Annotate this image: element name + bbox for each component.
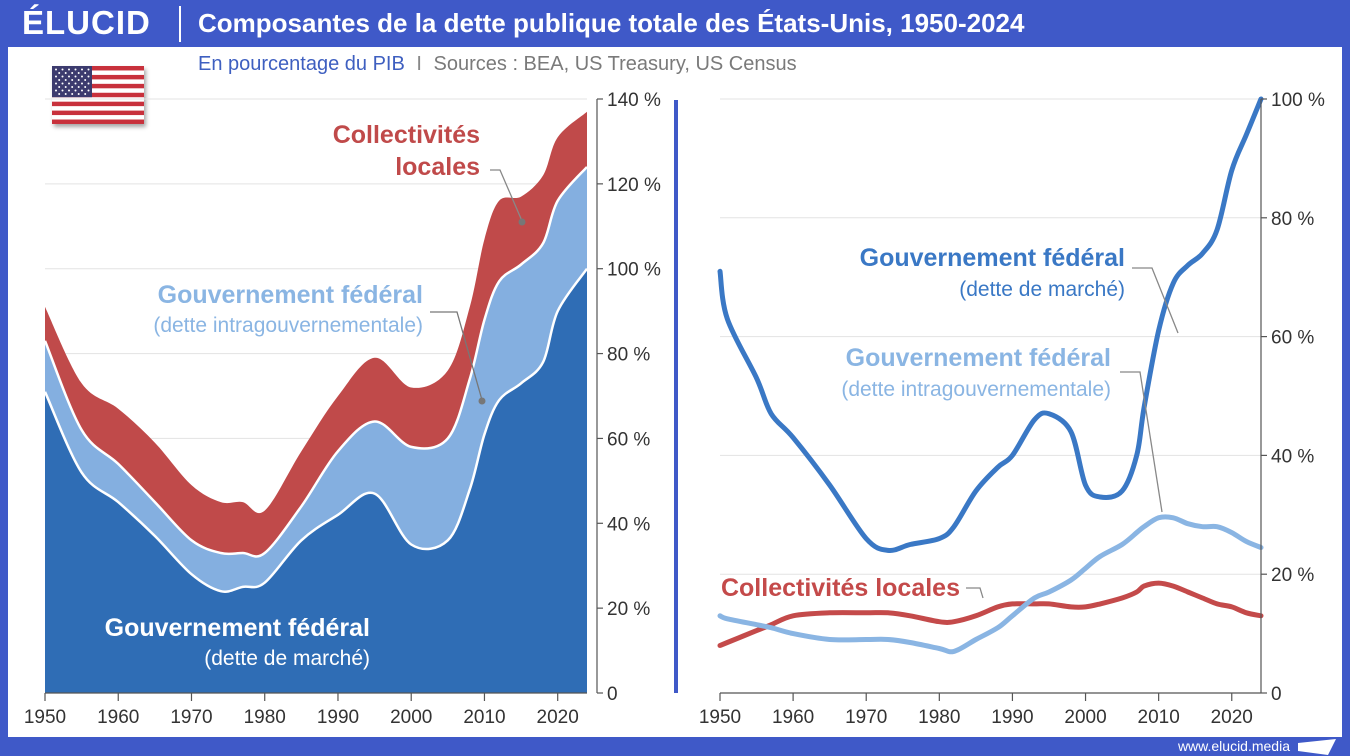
left-label-marche-title: Gouvernement fédéral [105, 614, 370, 642]
right-x-tick-label: 1980 [918, 707, 960, 728]
right-y-tick-label: 40 % [1271, 446, 1314, 467]
left-x-tick-label: 2020 [537, 707, 579, 728]
left-x-tick-label: 1970 [170, 707, 212, 728]
page-title: Composantes de la dette publique totale … [198, 8, 1025, 38]
right-leader-marche [1132, 267, 1179, 334]
left-x-tick-label: 2010 [463, 707, 505, 728]
left-y-tick-label: 60 % [607, 429, 650, 450]
left-leader-locales-dot [518, 218, 526, 226]
right-y-tick-label: 20 % [1271, 565, 1314, 586]
subtitle-separator: I [416, 53, 422, 75]
left-x-tick-label: 1980 [244, 707, 286, 728]
us-flag-icon [52, 66, 144, 124]
subtitle-unit: En pourcentage du PIB [198, 53, 405, 75]
left-y-tick-label: 120 % [607, 175, 661, 196]
left-leader-intra [430, 311, 483, 401]
right-label-intra-sub: (dette intragouvernementale) [841, 378, 1111, 401]
left-x-tick-label: 2000 [390, 707, 432, 728]
right-x-tick-label: 1950 [699, 707, 741, 728]
right-y-tick-label: 0 [1271, 684, 1282, 705]
subtitle: En pourcentage du PIB I Sources : BEA, U… [198, 53, 797, 76]
right-y-tick-label: 60 % [1271, 328, 1314, 349]
line-dette-marche [717, 96, 1264, 554]
right-label-locales-title: Collectivités locales [721, 574, 960, 602]
left-label-intra-title: Gouvernement fédéral [158, 281, 423, 309]
left-y-tick-label: 140 % [607, 90, 661, 111]
left-y-tick-label: 80 % [607, 345, 650, 366]
left-label-locales-title: Collectivités [333, 121, 480, 149]
area-dette-marche [45, 268, 587, 693]
left-x-tick-label: 1960 [97, 707, 139, 728]
left-leader-locales [490, 169, 523, 222]
left-leader-intra-dot [478, 397, 486, 405]
line-collectivites [717, 580, 1264, 648]
area-boundary-line [43, 166, 588, 558]
left-x-tick-label: 1990 [317, 707, 359, 728]
right-x-tick-label: 2000 [1064, 707, 1106, 728]
left-y-tick-label: 40 % [607, 514, 650, 535]
brand-logo: ÉLUCID [22, 4, 151, 41]
left-label-marche-sub: (dette de marché) [204, 647, 370, 670]
left-y-tick-label: 20 % [607, 599, 650, 620]
right-label-marche-sub: (dette de marché) [959, 278, 1125, 301]
left-y-tick-label: 100 % [607, 260, 661, 281]
left-x-tick-label: 1950 [24, 707, 66, 728]
right-x-tick-label: 1960 [772, 707, 814, 728]
header-bar: ÉLUCID Composantes de la dette publique … [0, 0, 1350, 47]
left-label-locales-sub: locales [395, 153, 480, 181]
subtitle-sources: Sources : BEA, US Treasury, US Census [433, 53, 797, 75]
right-label-marche-title: Gouvernement fédéral [860, 244, 1125, 272]
right-x-tick-label: 1970 [845, 707, 887, 728]
footer-url[interactable]: www.elucid.media [1177, 738, 1290, 754]
right-leader-locales [966, 587, 984, 599]
arrow-icon [1298, 739, 1336, 755]
right-y-tick-label: 100 % [1271, 90, 1325, 111]
right-x-tick-label: 1990 [991, 707, 1033, 728]
area-boundary-line [43, 267, 589, 593]
right-x-tick-label: 2010 [1138, 707, 1180, 728]
right-leader-intra [1120, 371, 1163, 513]
logo-divider [179, 6, 181, 42]
right-x-tick-label: 2020 [1211, 707, 1253, 728]
right-label-intra-title: Gouvernement fédéral [846, 344, 1111, 372]
footer-bar: www.elucid.media [0, 737, 1350, 756]
left-y-tick-label: 0 [607, 684, 618, 705]
right-y-tick-label: 80 % [1271, 209, 1314, 230]
left-label-intra-sub: (dette intragouvernementale) [153, 314, 423, 337]
line-dette-intra [717, 514, 1264, 655]
